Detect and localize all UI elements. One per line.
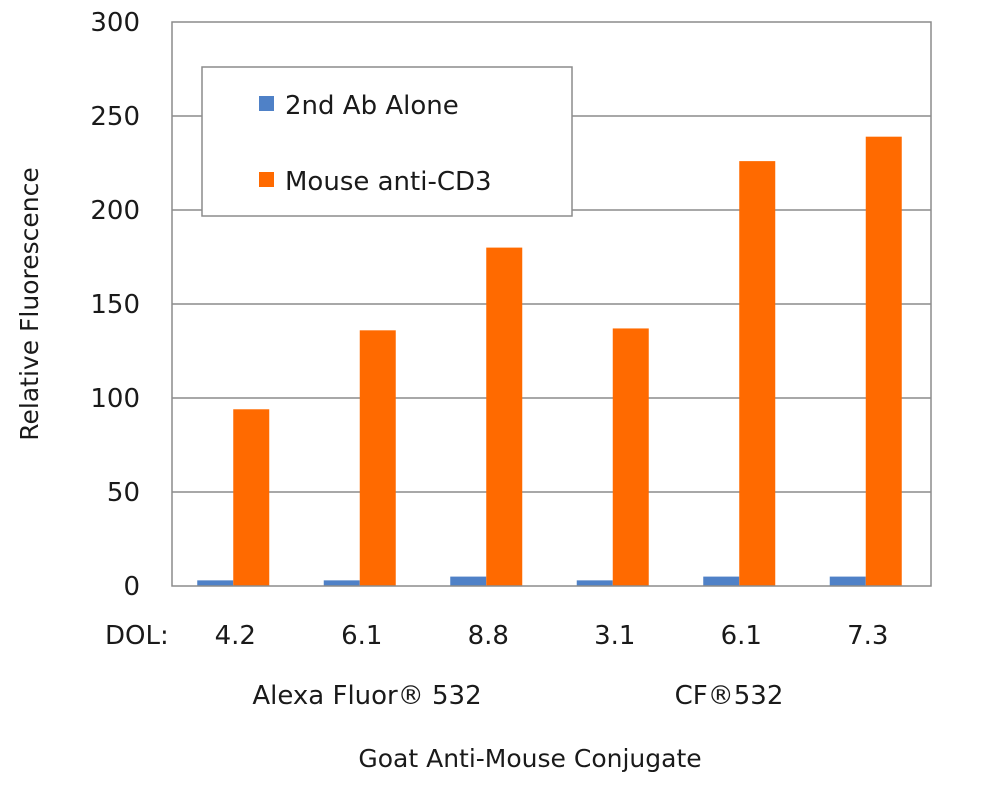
group-label-cf: CF®532: [675, 681, 784, 711]
bar-mouse-anti-cd3: [865, 136, 902, 586]
y-tick-label: 250: [90, 102, 140, 132]
y-tick-label: 100: [90, 384, 140, 414]
y-axis-title: Relative Fluorescence: [15, 167, 44, 440]
y-tick-label: 50: [107, 478, 140, 508]
y-tick-label: 200: [90, 196, 140, 226]
y-tick-label: 300: [90, 8, 140, 38]
legend-swatch-mouse-anti-cd3: [259, 172, 274, 187]
bar-mouse-anti-cd3: [612, 328, 649, 586]
x-tick-label: 3.1: [594, 621, 635, 651]
dol-label: DOL:: [105, 621, 169, 651]
bars: [197, 136, 902, 586]
legend-box: [201, 66, 573, 217]
x-tick-label: 7.3: [847, 621, 888, 651]
bar-mouse-anti-cd3: [233, 409, 270, 586]
legend-label-mouse-anti-cd3: Mouse anti-CD3: [285, 167, 492, 197]
legend: 2nd Ab Alone Mouse anti-CD3: [201, 66, 573, 217]
x-tick-labels: 4.2 6.1 8.8 3.1 6.1 7.3: [215, 621, 889, 651]
bar-2nd-ab-alone: [829, 576, 866, 586]
y-tick-labels: 0 50 100 150 200 250 300: [90, 8, 140, 602]
bar-mouse-anti-cd3: [359, 330, 396, 586]
bar-2nd-ab-alone: [450, 576, 487, 586]
bar-mouse-anti-cd3: [739, 161, 776, 586]
legend-label-2nd-ab-alone: 2nd Ab Alone: [285, 91, 459, 121]
x-axis-title: Goat Anti-Mouse Conjugate: [358, 744, 701, 773]
x-tick-label: 6.1: [341, 621, 382, 651]
bar-2nd-ab-alone: [197, 580, 234, 586]
legend-swatch-2nd-ab-alone: [259, 96, 274, 111]
bar-2nd-ab-alone: [323, 580, 360, 586]
bar-mouse-anti-cd3: [486, 247, 523, 586]
x-tick-label: 8.8: [468, 621, 509, 651]
x-tick-label: 4.2: [215, 621, 256, 651]
plot-frame: [171, 21, 932, 587]
x-tick-label: 6.1: [721, 621, 762, 651]
bar-2nd-ab-alone: [703, 576, 740, 586]
group-label-alexa: Alexa Fluor® 532: [252, 681, 481, 711]
y-tick-label: 150: [90, 290, 140, 320]
y-tick-label: 0: [123, 572, 140, 602]
bar-2nd-ab-alone: [576, 580, 613, 586]
